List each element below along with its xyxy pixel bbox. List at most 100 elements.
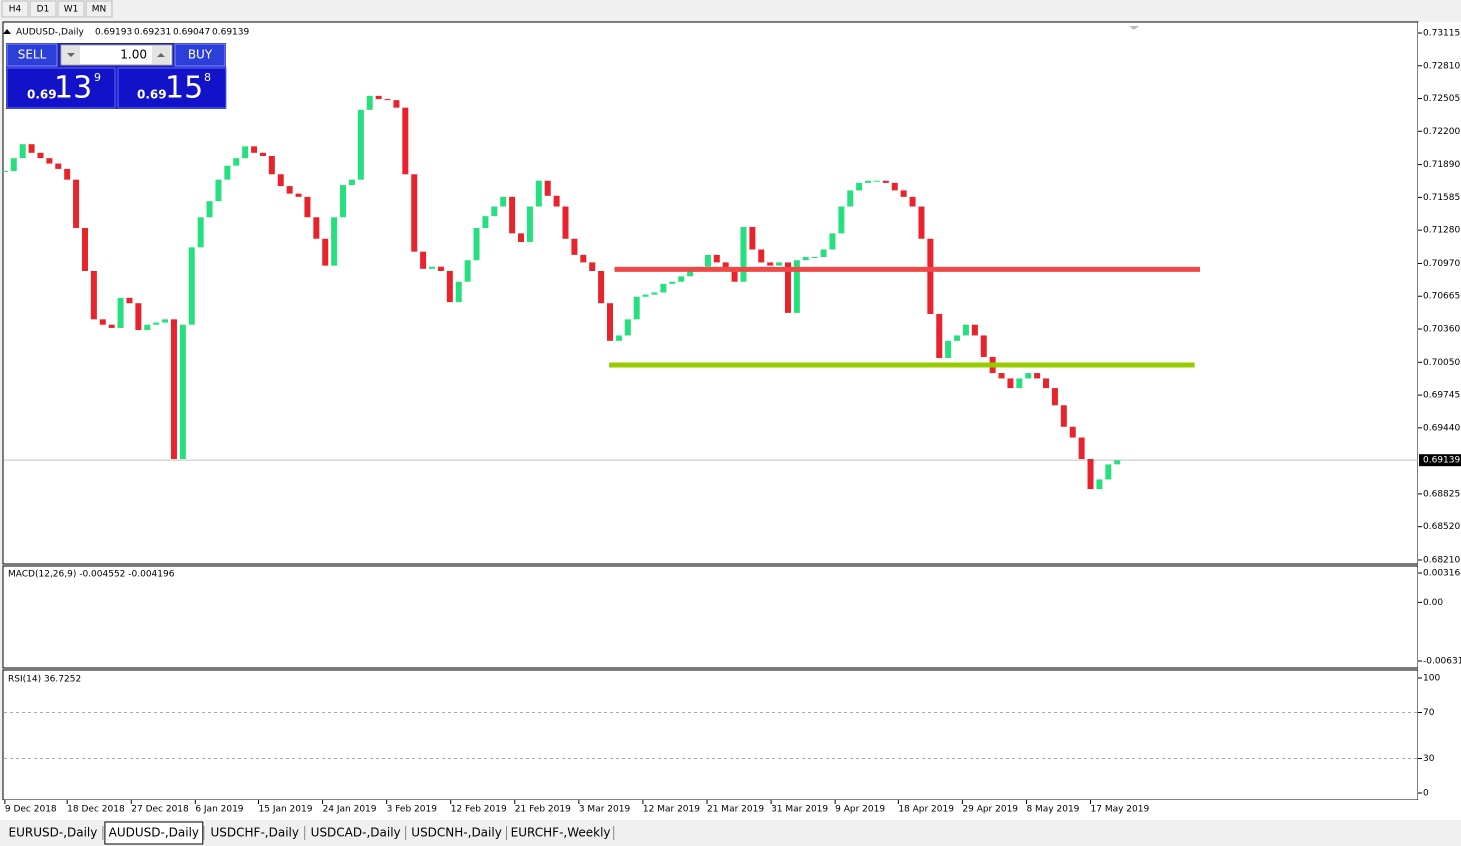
- plot: 0.73115 0.72810 0.72505 0.72200 0.71890 0.715…: [1, 29, 1461, 815]
- macd-title: MACD(12,26,9) -0.004552 -0.004196: [8, 570, 175, 580]
- tab[interactable]: [205, 824, 304, 843]
- shift-marker: [1129, 26, 1139, 30]
- symbol-label: AUDUSD-,Daily: [16, 28, 84, 38]
- main-panel: [2, 21, 1419, 565]
- candle: [464, 260, 471, 282]
- timeframe-button[interactable]: [85, 0, 113, 18]
- candle: [473, 228, 480, 261]
- tab-bar: EURUSD-,Daily AUDUSD-,Daily USDCHF-,Daily U…: [0, 821, 1461, 846]
- candle: [277, 174, 284, 187]
- candle: [357, 109, 364, 180]
- header-arrow: [3, 29, 11, 34]
- timeframe-button[interactable]: [57, 0, 85, 18]
- candle: [660, 283, 667, 293]
- candle: [954, 335, 961, 341]
- candle: [73, 179, 80, 229]
- y-tick-label: 0.00: [1423, 598, 1443, 608]
- candle: [1034, 373, 1041, 379]
- buy-price-point: 8: [204, 71, 211, 84]
- tab[interactable]: [508, 824, 613, 843]
- candle: [562, 206, 569, 239]
- candle: [704, 254, 711, 267]
- candle: [767, 262, 774, 266]
- candle: [927, 238, 934, 314]
- y-tick-label: 0.70050: [1423, 358, 1460, 368]
- time-axis: [0, 800, 1461, 820]
- lot-down-icon: [67, 53, 75, 57]
- candle: [28, 144, 35, 153]
- candle: [526, 206, 533, 242]
- rsi-title: RSI(14) 36.7252: [8, 675, 81, 685]
- buy-price-big: 0.69: [137, 88, 167, 102]
- lot-input[interactable]: [60, 44, 173, 66]
- candle: [19, 144, 26, 159]
- tab[interactable]: [4, 824, 102, 843]
- candle: [518, 233, 525, 242]
- candle: [1114, 460, 1121, 465]
- candle: [589, 262, 596, 271]
- candle: [633, 296, 640, 320]
- candle: [55, 163, 62, 169]
- sell-price-big: 0.69: [27, 88, 57, 102]
- candle: [891, 182, 898, 191]
- tab-label: EURUSD-,Daily: [9, 826, 98, 840]
- buy-label: BUY: [188, 48, 213, 62]
- y-tick-label: 0.72200: [1423, 127, 1460, 137]
- close-label: 0.69139: [212, 28, 249, 38]
- y-tick-label: 0.70970: [1423, 259, 1460, 269]
- candle: [856, 182, 863, 191]
- candle: [740, 226, 747, 282]
- candle: [242, 146, 249, 159]
- candle: [224, 165, 231, 180]
- candle: [126, 297, 133, 304]
- y-tick-label: 0.68520: [1423, 522, 1460, 532]
- y-tick-label: -0.006317: [1423, 657, 1461, 667]
- candle: [1051, 388, 1058, 406]
- x-tick-label: 21 Mar 2019: [707, 805, 764, 815]
- y-tick-label: 0.003164: [1423, 569, 1461, 579]
- timeframe-bar: H4 D1 W1 MN: [1, 0, 113, 18]
- tab[interactable]: [104, 821, 204, 845]
- y-tick-label: 0.70665: [1423, 292, 1460, 302]
- timeframe-button[interactable]: [1, 0, 29, 18]
- timeframe-button[interactable]: [29, 0, 57, 18]
- candle: [838, 206, 845, 234]
- candle: [81, 228, 88, 271]
- tab[interactable]: [407, 824, 506, 843]
- tab-label: USDCHF-,Daily: [211, 826, 299, 840]
- x-tick-label: 8 May 2019: [1026, 805, 1079, 815]
- timeframe-label: W1: [64, 5, 79, 15]
- candle: [313, 217, 320, 239]
- candle: [1069, 426, 1076, 438]
- candle: [553, 195, 560, 207]
- candle: [429, 266, 436, 269]
- candle: [206, 201, 213, 218]
- candle: [340, 185, 347, 218]
- x-tick-label: 21 Feb 2019: [515, 805, 571, 815]
- candle: [882, 180, 889, 183]
- candle: [268, 156, 275, 175]
- candle: [642, 294, 649, 297]
- last-price-label: 0.69139: [1423, 456, 1460, 466]
- sell-button[interactable]: [6, 43, 58, 67]
- candle: [10, 158, 17, 172]
- tab-label: USDCNH-,Daily: [411, 826, 502, 840]
- tab[interactable]: [306, 824, 405, 843]
- high-label: 0.69231: [134, 28, 171, 38]
- candle: [535, 180, 542, 207]
- y-tick-label: 0.71280: [1423, 226, 1460, 236]
- candle: [286, 186, 293, 194]
- candle: [482, 216, 489, 229]
- x-tick-label: 17 May 2019: [1091, 805, 1150, 815]
- x-tick-label: 18 Dec 2018: [67, 805, 125, 815]
- y-tick-label: 0.73115: [1423, 29, 1460, 39]
- buy-button[interactable]: [174, 43, 226, 67]
- candle: [366, 95, 373, 110]
- sell-label: SELL: [18, 48, 47, 62]
- buy-price-box[interactable]: [117, 67, 227, 109]
- tab-label: AUDUSD-,Daily: [109, 826, 199, 840]
- y-tick-label: 0: [1423, 789, 1429, 799]
- sell-price-box[interactable]: [6, 67, 116, 109]
- candle: [784, 262, 791, 313]
